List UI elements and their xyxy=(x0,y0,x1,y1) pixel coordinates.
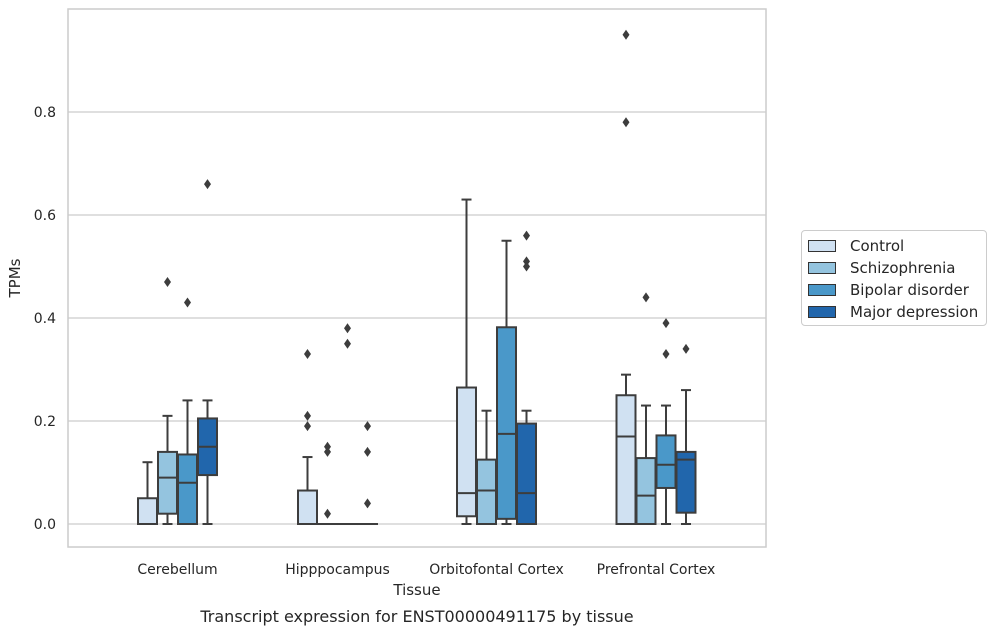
box-body xyxy=(297,489,318,525)
outlier-point xyxy=(204,179,211,190)
outlier-point xyxy=(324,441,331,452)
x-tick-labels: Cerebellum Hipppocampus Orbitofontal Corte… xyxy=(137,562,715,578)
outlier-point xyxy=(622,29,630,40)
legend-swatch-major-depression xyxy=(808,306,836,318)
box-control-1 xyxy=(297,349,318,525)
y-tick-labels: 0.0 0.2 0.4 0.6 0.8 xyxy=(34,105,56,533)
outlier-point xyxy=(662,349,670,360)
x-tick-label: Cerebellum xyxy=(137,562,217,578)
box-body xyxy=(615,394,637,525)
legend: Control Schizophrenia Bipolar disorder M… xyxy=(801,230,987,326)
box-major-depression-2 xyxy=(516,230,537,526)
box-major-depression-0 xyxy=(197,179,218,525)
x-axis-label: Tissue xyxy=(392,581,440,599)
outlier-point xyxy=(344,323,351,334)
y-axis-label: TPMs xyxy=(6,258,24,298)
outlier-point xyxy=(304,410,311,421)
legend-label-schizophrenia: Schizophrenia xyxy=(850,259,956,277)
outlier-point xyxy=(304,421,311,432)
box-body xyxy=(177,453,198,526)
legend-item-major-depression: Major depression xyxy=(808,303,978,321)
outlier-point xyxy=(642,292,650,303)
box-body xyxy=(456,386,477,518)
x-tick-label: Prefrontal Cortex xyxy=(597,562,716,578)
legend-item-schizophrenia: Schizophrenia xyxy=(808,259,955,277)
box-schizophrenia-3 xyxy=(635,292,657,525)
legend-swatch-schizophrenia xyxy=(808,262,836,274)
outlier-point xyxy=(523,256,530,267)
legend-item-control: Control xyxy=(808,237,904,255)
box-bipolar-disorder-2 xyxy=(496,239,517,525)
legend-label-major-depression: Major depression xyxy=(850,303,979,321)
legend-label-control: Control xyxy=(850,237,905,255)
outlier-point xyxy=(523,261,530,272)
box-body xyxy=(655,434,677,489)
outlier-point xyxy=(344,338,351,349)
legend-swatch-control xyxy=(808,240,836,252)
outlier-point xyxy=(324,446,331,457)
outlier-point xyxy=(622,117,630,128)
box-schizophrenia-0 xyxy=(157,276,178,525)
outlier-point xyxy=(164,276,171,287)
box-body xyxy=(137,497,158,525)
y-tick-label: 0.2 xyxy=(34,414,56,430)
legend-label-bipolar-disorder: Bipolar disorder xyxy=(850,281,969,299)
y-tick-label: 0.4 xyxy=(34,311,56,327)
x-tick-label: Hipppocampus xyxy=(285,562,390,578)
y-tick-label: 0.8 xyxy=(34,105,56,121)
outlier-point xyxy=(184,297,191,308)
outlier-point xyxy=(364,446,371,457)
box-control-2 xyxy=(456,198,477,525)
legend-item-bipolar-disorder: Bipolar disorder xyxy=(808,281,969,299)
box-major-depression-3 xyxy=(675,343,697,525)
box-major-depression-1 xyxy=(357,421,378,526)
box-body xyxy=(496,326,517,520)
box-body xyxy=(516,422,537,526)
y-tick-label: 0.0 xyxy=(34,517,56,533)
box-schizophrenia-2 xyxy=(476,409,497,525)
box-body xyxy=(635,457,657,525)
chart-caption: Transcript expression for ENST0000049117… xyxy=(199,607,633,626)
box-bipolar-disorder-0 xyxy=(177,297,198,526)
legend-swatch-bipolar-disorder xyxy=(808,284,836,296)
outlier-point xyxy=(523,230,530,241)
outlier-point xyxy=(364,421,371,432)
box-body xyxy=(476,458,497,525)
box-body xyxy=(675,450,697,514)
x-tick-label: Orbitofontal Cortex xyxy=(429,562,564,578)
outlier-point xyxy=(324,508,331,519)
outlier-point xyxy=(364,498,371,509)
outlier-point xyxy=(682,343,690,354)
boxes xyxy=(137,29,697,526)
y-tick-label: 0.6 xyxy=(34,208,56,224)
box-bipolar-disorder-3 xyxy=(655,318,677,525)
outlier-point xyxy=(662,318,670,329)
outlier-point xyxy=(304,349,311,360)
box-body xyxy=(157,450,178,515)
